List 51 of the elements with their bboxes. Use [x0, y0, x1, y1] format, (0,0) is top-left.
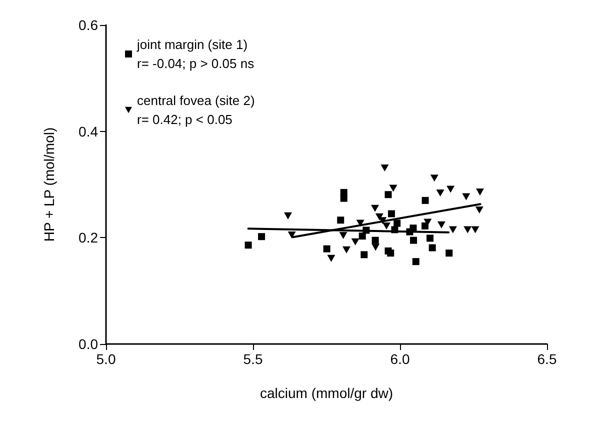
- point: [340, 194, 348, 202]
- point: [446, 186, 455, 193]
- point: [327, 254, 336, 262]
- point: [372, 236, 379, 244]
- point: [410, 236, 418, 244]
- point: [464, 226, 472, 234]
- y-tick-label: 0.2: [78, 230, 98, 246]
- point: [448, 226, 457, 234]
- y-axis-title: HP + LP (mol/mol): [41, 127, 57, 242]
- point: [339, 232, 348, 240]
- point: [430, 174, 438, 182]
- y-tick-label: 0.0: [78, 336, 98, 352]
- x-axis-title: calcium (mmol/gr dw): [260, 385, 394, 401]
- point: [446, 250, 453, 257]
- point: [387, 250, 394, 257]
- point: [288, 232, 296, 239]
- point: [284, 212, 292, 220]
- x-tick-label: 5.5: [243, 351, 263, 367]
- point: [358, 232, 366, 240]
- point: [351, 238, 360, 246]
- point: [382, 222, 390, 230]
- point: [437, 221, 446, 228]
- point: [394, 220, 401, 227]
- point: [476, 188, 484, 196]
- y-tick-label: 0.4: [78, 123, 98, 140]
- point: [323, 245, 330, 252]
- point: [471, 226, 480, 234]
- point: [412, 258, 420, 266]
- y-tick-label: 0.6: [78, 17, 98, 33]
- x-tick-label: 5.0: [96, 351, 116, 367]
- point: [462, 193, 470, 200]
- point: [360, 251, 368, 258]
- point: [436, 190, 444, 197]
- point: [372, 244, 380, 251]
- point: [426, 234, 434, 242]
- point: [244, 242, 252, 249]
- point: [380, 164, 389, 172]
- legend-label: joint margin (site 1) r= -0.04; p > 0.05 ns: [136, 37, 255, 71]
- legend-label: central fovea (site 2) r= 0.42; p < 0.05: [137, 93, 255, 127]
- point: [337, 216, 344, 224]
- point: [428, 244, 436, 252]
- point: [342, 246, 350, 254]
- point: [388, 210, 395, 218]
- x-tick-label: 6.5: [537, 351, 557, 367]
- point: [258, 233, 266, 240]
- point: [475, 206, 484, 214]
- point: [384, 191, 392, 198]
- x-tick-label: 6.0: [390, 351, 410, 367]
- point: [422, 196, 429, 204]
- point: [389, 184, 398, 192]
- point: [371, 204, 380, 212]
